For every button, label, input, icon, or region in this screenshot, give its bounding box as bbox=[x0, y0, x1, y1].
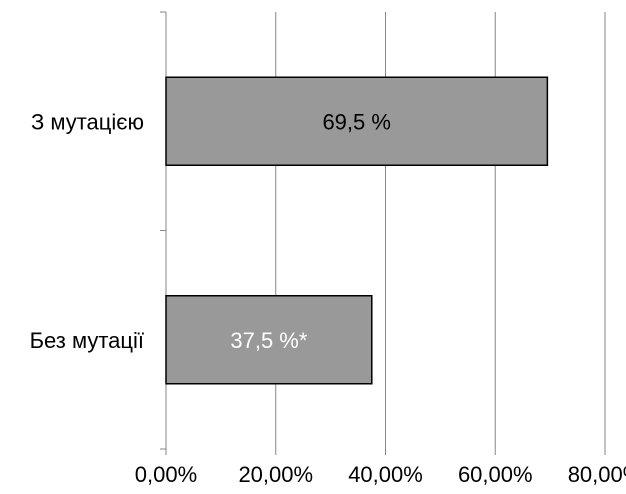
x-tick-label-2: 40,00% bbox=[348, 462, 423, 487]
x-tick-label-3: 60,00% bbox=[458, 462, 533, 487]
category-label-0: З мутацією bbox=[31, 109, 144, 134]
data-label-1: 37,5 %* bbox=[230, 328, 307, 353]
bar-0 bbox=[165, 76, 549, 166]
x-tick-label-4: 80,00% bbox=[568, 462, 626, 487]
data-label-0: 69,5 % bbox=[322, 109, 391, 134]
x-tick-label-1: 20,00% bbox=[238, 462, 313, 487]
bar-1 bbox=[165, 295, 373, 385]
category-label-1: Без мутації bbox=[30, 328, 144, 353]
bars bbox=[165, 76, 549, 385]
x-tick-label-0: 0,00% bbox=[135, 462, 197, 487]
labels: 69,5 % З мутацією 37,5 %* Без мутації 0,00% 2… bbox=[30, 109, 626, 487]
